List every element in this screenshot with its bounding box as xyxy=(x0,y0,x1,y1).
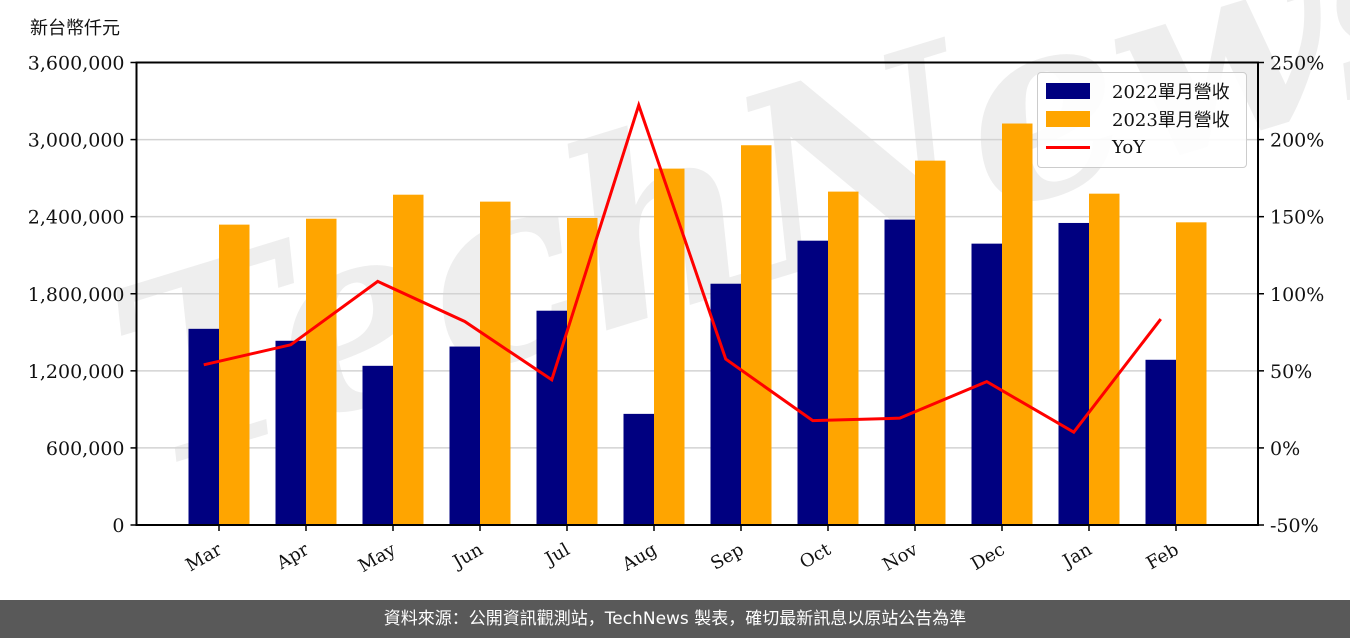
source-footer: 資料來源：公開資訊觀測站，TechNews 製表，確切最新訊息以原站公告為準 xyxy=(0,600,1350,638)
y2-tick-label: 50% xyxy=(1270,361,1312,383)
bar-2023 xyxy=(828,191,859,526)
y2-tick-label: 100% xyxy=(1270,284,1324,306)
legend-item-yoy: YoY xyxy=(1046,135,1145,159)
legend-item-2023: 2023單月營收 xyxy=(1046,107,1230,131)
bar-series xyxy=(188,123,1207,526)
bar-2023 xyxy=(915,160,946,525)
x-tick-label: May xyxy=(355,539,400,577)
x-tick-label: Aug xyxy=(618,539,661,576)
y2-tick-label: 200% xyxy=(1270,130,1324,152)
y-tick-label: 600,000 xyxy=(46,438,125,460)
bar-2023 xyxy=(1089,193,1120,525)
legend-swatch-2023 xyxy=(1046,111,1090,127)
bar-2022 xyxy=(884,219,915,525)
legend-label: YoY xyxy=(1112,136,1146,158)
legend-label: 2023單月營收 xyxy=(1112,110,1230,131)
y-tick-label: 2,400,000 xyxy=(28,207,125,229)
bar-2022 xyxy=(623,413,654,525)
bar-2022 xyxy=(710,283,741,525)
bar-2022 xyxy=(449,346,480,525)
x-tick-label: Sep xyxy=(707,539,747,574)
y-tick-label: 3,600,000 xyxy=(28,53,125,75)
legend: 2022單月營收 2023單月營收 YoY xyxy=(1037,72,1247,168)
bar-2023 xyxy=(306,218,337,525)
x-tick-label: Apr xyxy=(272,539,312,574)
bar-2023 xyxy=(567,217,598,525)
legend-label: 2022單月營收 xyxy=(1112,82,1230,103)
axes: 0 600,000 1,200,000 1,800,000 2,400,000 3,000… xyxy=(28,53,1325,538)
y-tick-label: 1,800,000 xyxy=(28,284,125,306)
x-tick-label: Dec xyxy=(968,539,1009,575)
bar-2023 xyxy=(1176,222,1207,525)
bar-2023 xyxy=(480,201,511,525)
bar-2022 xyxy=(188,328,219,525)
bar-2022 xyxy=(275,340,306,525)
y2-tick-label: 0% xyxy=(1270,438,1300,460)
y2-tick-label: 150% xyxy=(1270,207,1324,229)
y-tick-label: 3,000,000 xyxy=(28,130,125,152)
y2-tick-label: -50% xyxy=(1270,515,1319,537)
yoy-polyline xyxy=(203,100,1162,435)
y2-tick-label: 250% xyxy=(1270,53,1324,75)
yoy-line xyxy=(203,100,1162,435)
legend-swatch-2022 xyxy=(1046,83,1090,99)
x-tick-label: Jan xyxy=(1058,539,1096,573)
x-axis-labels: Mar Apr May Jun Jul Aug Sep Oct Nov Dec Jan Feb xyxy=(182,525,1183,577)
y-axis-unit-label: 新台幣仟元 xyxy=(30,18,120,39)
bar-2023 xyxy=(219,224,250,525)
y-tick-label: 1,200,000 xyxy=(28,361,125,383)
bar-2023 xyxy=(741,145,772,525)
legend-line-yoy xyxy=(1046,145,1090,149)
bar-2022 xyxy=(362,365,393,525)
x-tick-label: Jul xyxy=(540,539,574,571)
bar-2023 xyxy=(1002,123,1033,526)
x-tick-label: Jun xyxy=(448,539,487,574)
bar-2022 xyxy=(797,240,828,525)
bar-2022 xyxy=(1145,359,1176,525)
bar-2023 xyxy=(393,194,424,525)
x-tick-label: Nov xyxy=(879,539,922,576)
legend-item-2022: 2022單月營收 xyxy=(1046,79,1230,103)
bar-2022 xyxy=(971,243,1002,526)
x-tick-label: Oct xyxy=(796,539,835,574)
x-tick-label: Mar xyxy=(182,539,226,576)
x-tick-label: Feb xyxy=(1143,539,1183,574)
bar-2022 xyxy=(1058,222,1089,526)
y-tick-label: 0 xyxy=(112,515,124,537)
